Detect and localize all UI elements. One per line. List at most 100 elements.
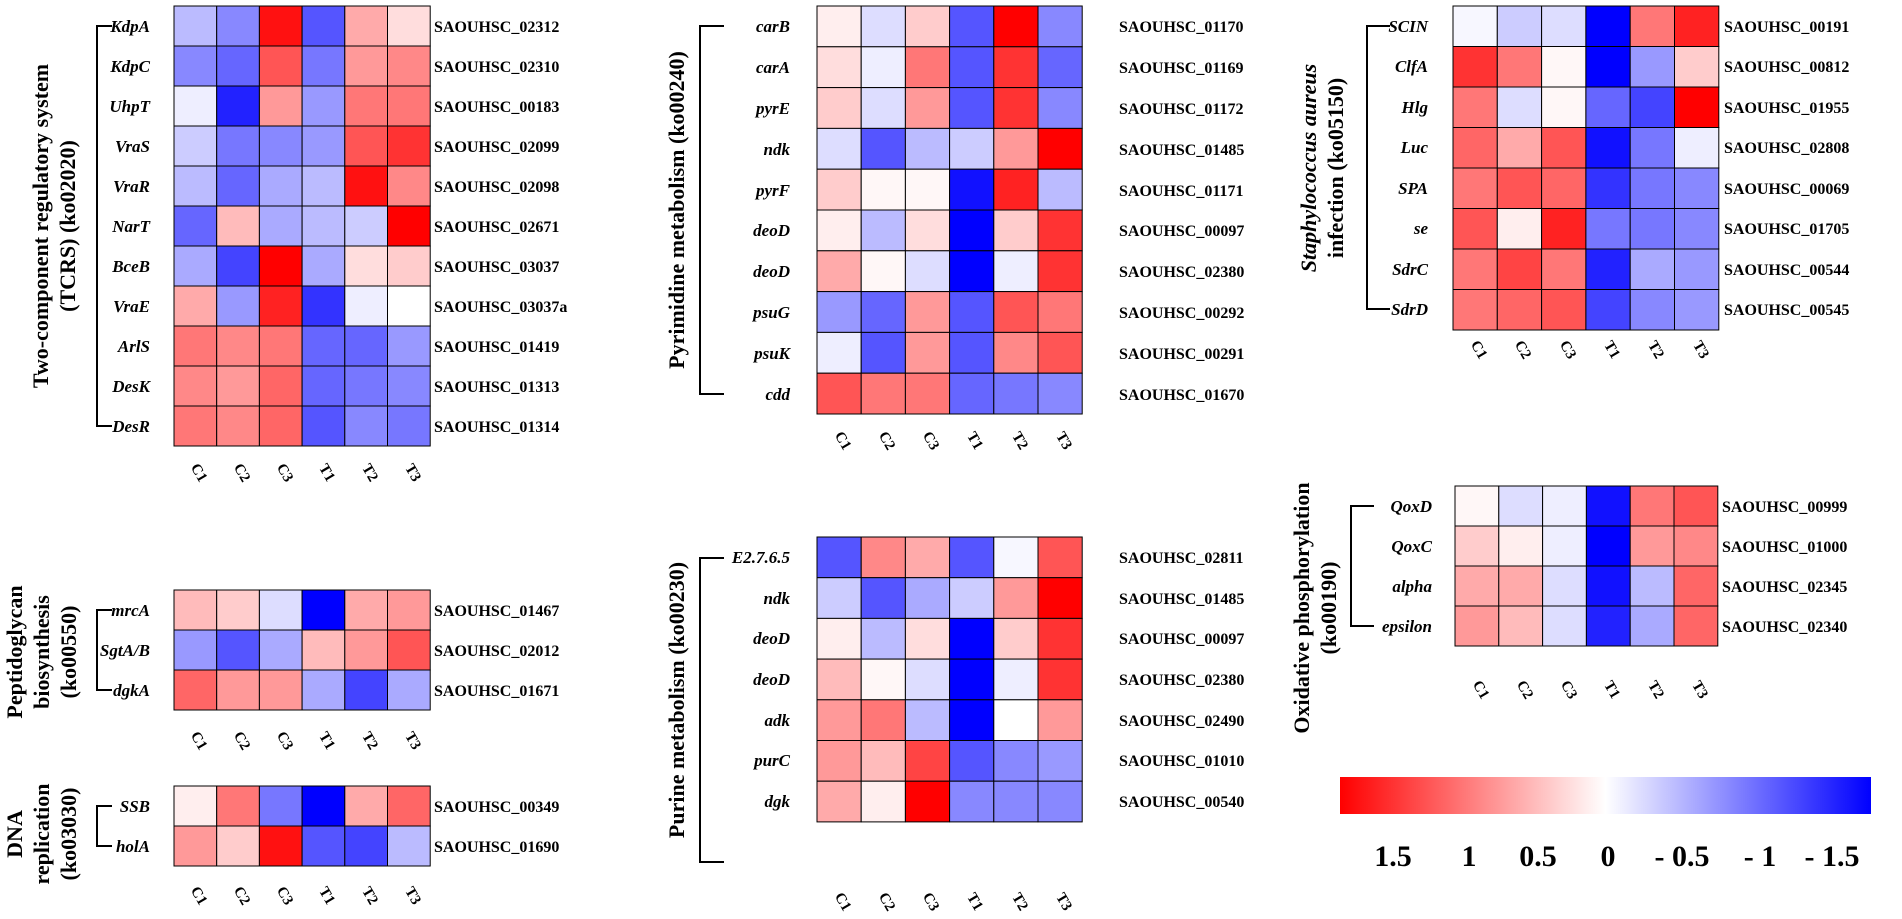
heatmap-cell <box>993 699 1039 741</box>
heatmap-cell <box>816 87 862 129</box>
gene-label: SPA <box>1398 179 1428 198</box>
heatmap-cell <box>949 780 995 823</box>
svg-text:T2: T2 <box>358 884 381 907</box>
locus-label: SAOUHSC_01010 <box>1119 753 1244 770</box>
heatmap-cell <box>387 325 431 367</box>
heatmap-cell <box>860 46 906 89</box>
gene-label: deoD <box>753 629 790 648</box>
heatmap-cell <box>860 658 906 701</box>
locus-label: SAOUHSC_00545 <box>1724 302 1849 319</box>
heatmap-cell <box>1674 208 1720 250</box>
heatmap-cell <box>1585 248 1631 290</box>
svg-text:T2: T2 <box>358 729 381 752</box>
svg-text:Two-component regulatory syste: Two-component regulatory system <box>28 64 53 388</box>
heatmap-cells-oxphos <box>1454 485 1719 647</box>
heatmap-cell <box>993 250 1039 293</box>
heatmap-cell <box>1037 536 1083 579</box>
heatmap-cell <box>344 825 388 867</box>
heatmap-cell <box>258 125 303 167</box>
bracket-tcrs <box>96 25 112 427</box>
gene-label: holA <box>116 837 150 856</box>
locus-label: SAOUHSC_02012 <box>434 643 559 660</box>
gene-label: Hlg <box>1401 98 1429 117</box>
heatmap-cell <box>949 209 995 252</box>
heatmap-cell <box>949 536 995 579</box>
heatmap-cell <box>173 669 218 711</box>
heatmap-cell <box>1674 248 1720 290</box>
heatmap-cell <box>216 825 260 867</box>
gene-label: adk <box>765 711 791 730</box>
heatmap-cell <box>816 658 862 701</box>
heatmap-cell <box>1037 740 1083 782</box>
locus-label: SAOUHSC_00292 <box>1119 305 1244 322</box>
heatmap-cell <box>1452 86 1498 128</box>
heatmap-cell <box>860 209 906 252</box>
heatmap-cell <box>949 617 995 660</box>
heatmap-cell <box>993 617 1039 660</box>
heatmap-cell <box>1454 525 1500 567</box>
heatmap-cell <box>173 825 218 867</box>
heatmap-cell <box>1037 577 1083 619</box>
svg-text:(ko00550): (ko00550) <box>56 606 81 699</box>
heatmap-cell <box>173 405 218 447</box>
heatmap-cell <box>949 46 995 89</box>
heatmap-cell <box>860 372 906 415</box>
gene-label: alpha <box>1392 577 1432 596</box>
gene-label: KdpC <box>109 57 150 76</box>
gene-label: deoD <box>753 221 790 240</box>
heatmap-cell <box>216 405 260 447</box>
heatmap-cell <box>949 5 995 48</box>
svg-text:T1: T1 <box>963 429 986 452</box>
heatmap-cell <box>1037 780 1083 823</box>
heatmap-cell <box>904 372 951 415</box>
gene-label: se <box>1413 219 1429 238</box>
heatmap-cell <box>387 125 431 167</box>
heatmap-cell <box>258 589 303 631</box>
heatmap-cell <box>344 45 388 87</box>
svg-text:C2: C2 <box>875 429 898 453</box>
locus-label: SAOUHSC_00097 <box>1119 631 1244 648</box>
heatmap-cell <box>1585 289 1631 331</box>
heatmap-cell <box>216 205 260 247</box>
gene-label: VraE <box>113 297 150 316</box>
svg-text:C3: C3 <box>1557 678 1580 702</box>
heatmap-cell <box>1674 46 1720 88</box>
svg-text:(ko03030): (ko03030) <box>56 788 81 881</box>
heatmap-cell <box>949 699 995 741</box>
locus-labels-staph: SAOUHSC_00191 SAOUHSC_00812 SAOUHSC_0195… <box>1724 19 1849 319</box>
heatmap-cell <box>258 325 303 367</box>
gene-label: SSB <box>120 797 150 816</box>
heatmap-cell <box>1496 86 1543 128</box>
heatmap-cell <box>1629 46 1675 88</box>
svg-text:(ko00190): (ko00190) <box>1316 562 1341 655</box>
heatmap-cell <box>1541 127 1587 169</box>
gene-label: DesK <box>111 377 151 396</box>
heatmap-cell <box>860 577 906 619</box>
scale-tick: - 1.5 <box>1805 840 1860 873</box>
heatmap-cell <box>1037 46 1083 89</box>
sample-labels-purine: C1 C2 C3 T1 T2 T3 <box>831 890 1075 914</box>
heatmap-cell <box>387 589 431 631</box>
heatmap-cell <box>1496 127 1543 169</box>
svg-text:biosynthesis: biosynthesis <box>29 595 54 709</box>
gene-label: E2.7.6.5 <box>731 548 791 567</box>
heatmap-cell <box>949 577 995 619</box>
heatmap-cell <box>904 168 951 211</box>
gene-label: UhpT <box>109 97 150 116</box>
gene-label: psuK <box>752 344 792 363</box>
gene-label: ClfA <box>1395 57 1428 76</box>
heatmap-cell <box>301 669 346 711</box>
gene-label: cdd <box>765 385 790 404</box>
heatmap-cell <box>387 629 431 671</box>
heatmap-cell <box>173 365 218 407</box>
heatmap-cell <box>1452 248 1498 290</box>
heatmap-cell <box>949 658 995 701</box>
color-scale-legend: 1.5 1 0.5 0 - 0.5 - 1 - 1.5 <box>1340 777 1871 873</box>
gene-label: dgkA <box>113 681 150 700</box>
heatmap-cell <box>344 325 388 367</box>
heatmap-cell <box>387 165 431 207</box>
svg-text:C2: C2 <box>1513 678 1536 702</box>
heatmap-cell <box>993 127 1039 170</box>
heatmap-cell <box>1037 658 1083 701</box>
